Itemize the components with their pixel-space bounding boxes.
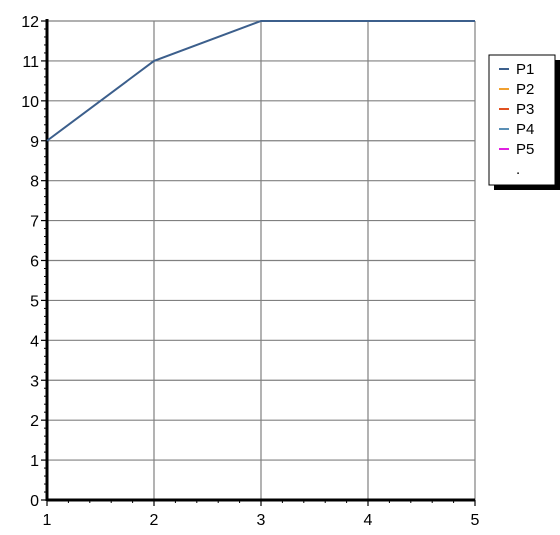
series-layer: [46, 20, 475, 142]
x-tick-label: 3: [257, 512, 266, 529]
y-tick-label: 4: [30, 333, 39, 350]
series-line-p1: [46, 20, 475, 142]
y-tick-label: 12: [21, 14, 39, 31]
legend-label: P2: [516, 81, 534, 98]
x-tick-label: 2: [150, 512, 159, 529]
y-tick-label: 5: [30, 293, 39, 310]
legend-label: .: [516, 161, 520, 178]
x-tick-label: 1: [43, 512, 52, 529]
y-tick-label: 2: [30, 413, 39, 430]
legend-box: [488, 54, 556, 186]
legend: P1 P2 P3 P4 P5.: [488, 54, 560, 190]
legend-label: P3: [516, 101, 534, 118]
y-tick-label: 7: [30, 214, 39, 231]
y-tick-label: 10: [21, 94, 39, 111]
y-tick-label: 8: [30, 174, 39, 191]
legend-label: P4: [516, 121, 534, 138]
x-tick-label: 4: [364, 512, 373, 529]
y-tick-label: 0: [30, 493, 39, 510]
y-tick-label: 6: [30, 254, 39, 271]
y-tick-label: 3: [30, 373, 39, 390]
legend-label: P5: [516, 141, 534, 158]
y-tick-label: 11: [22, 54, 39, 71]
x-tick-label: 5: [471, 512, 480, 529]
y-tick-label: 9: [30, 134, 39, 151]
legend-label: P1: [516, 61, 534, 78]
y-tick-label: 1: [30, 453, 39, 470]
